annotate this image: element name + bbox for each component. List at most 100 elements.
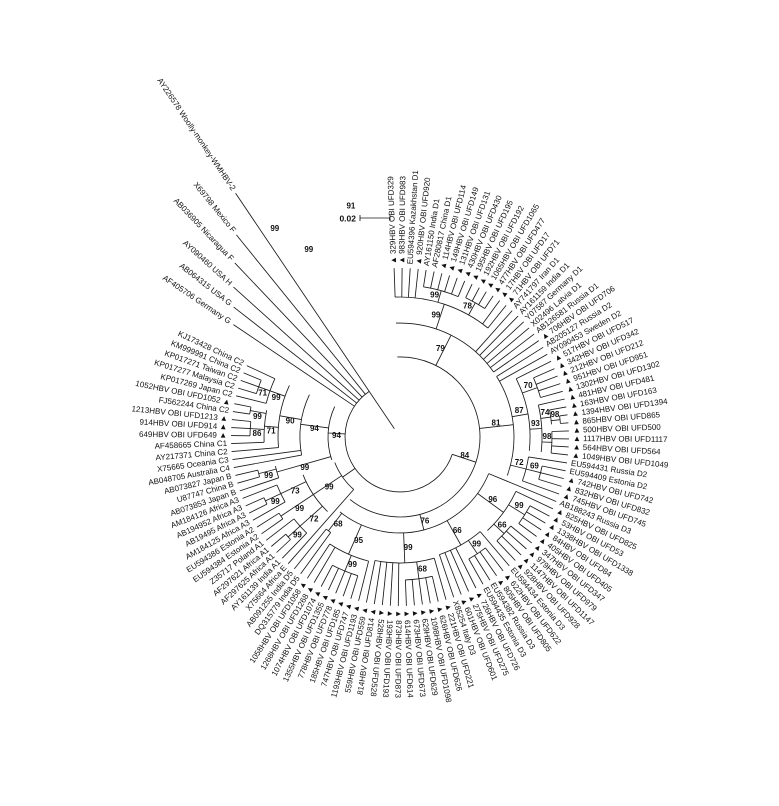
branch-line (559, 414, 568, 417)
branch-line (407, 268, 411, 298)
branch-line (242, 484, 278, 499)
branch-line (252, 501, 286, 521)
bootstrap-value: 94 (332, 431, 341, 440)
branch-line (397, 562, 400, 607)
branch-line (493, 340, 540, 373)
bootstrap-value: 66 (498, 520, 507, 529)
clade-arc (496, 376, 515, 476)
branch-line (487, 305, 507, 329)
bootstrap-value: 99 (304, 245, 313, 254)
branch-line (293, 528, 327, 570)
branch-line (549, 406, 567, 411)
branch-line (455, 547, 477, 589)
bootstrap-value: 72 (515, 458, 524, 467)
branch-line (484, 295, 494, 309)
branch-line (418, 578, 423, 605)
branch-line (538, 383, 561, 392)
clade-stem (468, 540, 478, 554)
clade-arc (439, 531, 481, 556)
bootstrap-value: 99 (431, 310, 440, 319)
branch-line (256, 512, 280, 528)
bootstrap-value: 86 (253, 429, 262, 438)
branch-line (246, 365, 276, 380)
branch-line (551, 445, 569, 448)
bootstrap-value: 74 (541, 408, 550, 417)
branch-line (551, 430, 569, 432)
bootstrap-value: 99 (271, 497, 280, 506)
bootstrap-value: 99 (264, 471, 273, 480)
branch-line (488, 473, 557, 502)
clade-stem (313, 475, 342, 495)
branch-line (430, 271, 435, 289)
clade-stem (452, 453, 477, 463)
branch-line (478, 291, 487, 305)
root-branch (368, 391, 395, 429)
branch-line (540, 390, 563, 398)
taxon-label: ▲ 614HBV OBI UFD614 (402, 610, 414, 699)
bootstrap-value: 99 (270, 224, 279, 233)
taxon-label: ▲ 1117HBV OBI UFD1117 (573, 434, 668, 444)
branch-line (335, 570, 346, 594)
clade-stem (512, 413, 528, 418)
branch-line (528, 456, 568, 464)
bootstrap-value: 70 (524, 381, 533, 390)
branch-line (239, 477, 279, 492)
branch-line (231, 427, 251, 430)
bootstrap-value: 99 (300, 463, 309, 472)
bootstrap-value: 72 (310, 514, 319, 523)
bootstrap-value: 84 (460, 451, 469, 460)
branch-line (233, 306, 357, 404)
branch-line (438, 554, 455, 598)
branch-line (342, 573, 352, 597)
branch-line (468, 558, 484, 585)
clade-stem (529, 428, 542, 430)
branch-line (522, 517, 542, 531)
taxon-label: 649HBV OBI UFD649 ▲ (139, 430, 227, 440)
branch-line (506, 530, 527, 550)
branch-line (235, 193, 370, 392)
branch-line (475, 310, 513, 352)
clade-stem (250, 410, 267, 414)
bootstrap-value: 94 (310, 424, 319, 433)
clade-stem (280, 481, 307, 494)
bootstrap-value: 99 (472, 540, 481, 549)
branch-line (414, 268, 419, 298)
clade-stem (551, 419, 561, 422)
clade-stem (258, 468, 277, 475)
branch-line (231, 447, 279, 453)
branch-line (536, 375, 558, 385)
clade-stem (435, 304, 445, 330)
clade-arc (515, 378, 531, 451)
branch-line (265, 518, 295, 541)
bootstrap-value: 99 (253, 412, 262, 421)
branch-line (542, 465, 566, 472)
branch-line (232, 411, 250, 415)
branch-line (483, 321, 524, 360)
bootstrap-value: 91 (346, 201, 355, 210)
branch-line (287, 489, 355, 564)
branch-line (444, 552, 462, 595)
branch-line (381, 562, 388, 606)
bootstrap-value: 71 (258, 389, 267, 398)
branch-line (235, 395, 267, 404)
bootstrap-value: 69 (530, 461, 539, 470)
branch-line (243, 372, 262, 381)
branch-line (234, 262, 363, 398)
branch-line (451, 277, 458, 295)
branch-line (465, 283, 473, 298)
branch-line (328, 568, 339, 591)
bootstrap-value: 68 (334, 519, 343, 528)
clade-stem (279, 415, 302, 421)
branch-line (471, 287, 480, 302)
branch-line (485, 547, 504, 572)
branch-line (474, 555, 491, 581)
branch-line (358, 560, 370, 601)
branch-line (551, 452, 569, 456)
bootstrap-value: 99 (515, 501, 524, 510)
branch-line (300, 532, 332, 575)
taxon-label: ▲ 983HBV OBI UFD983 (397, 175, 407, 264)
clade-stem (493, 523, 505, 534)
clade-stem (510, 464, 527, 470)
branch-line (231, 441, 265, 445)
clade-stem (328, 432, 346, 435)
